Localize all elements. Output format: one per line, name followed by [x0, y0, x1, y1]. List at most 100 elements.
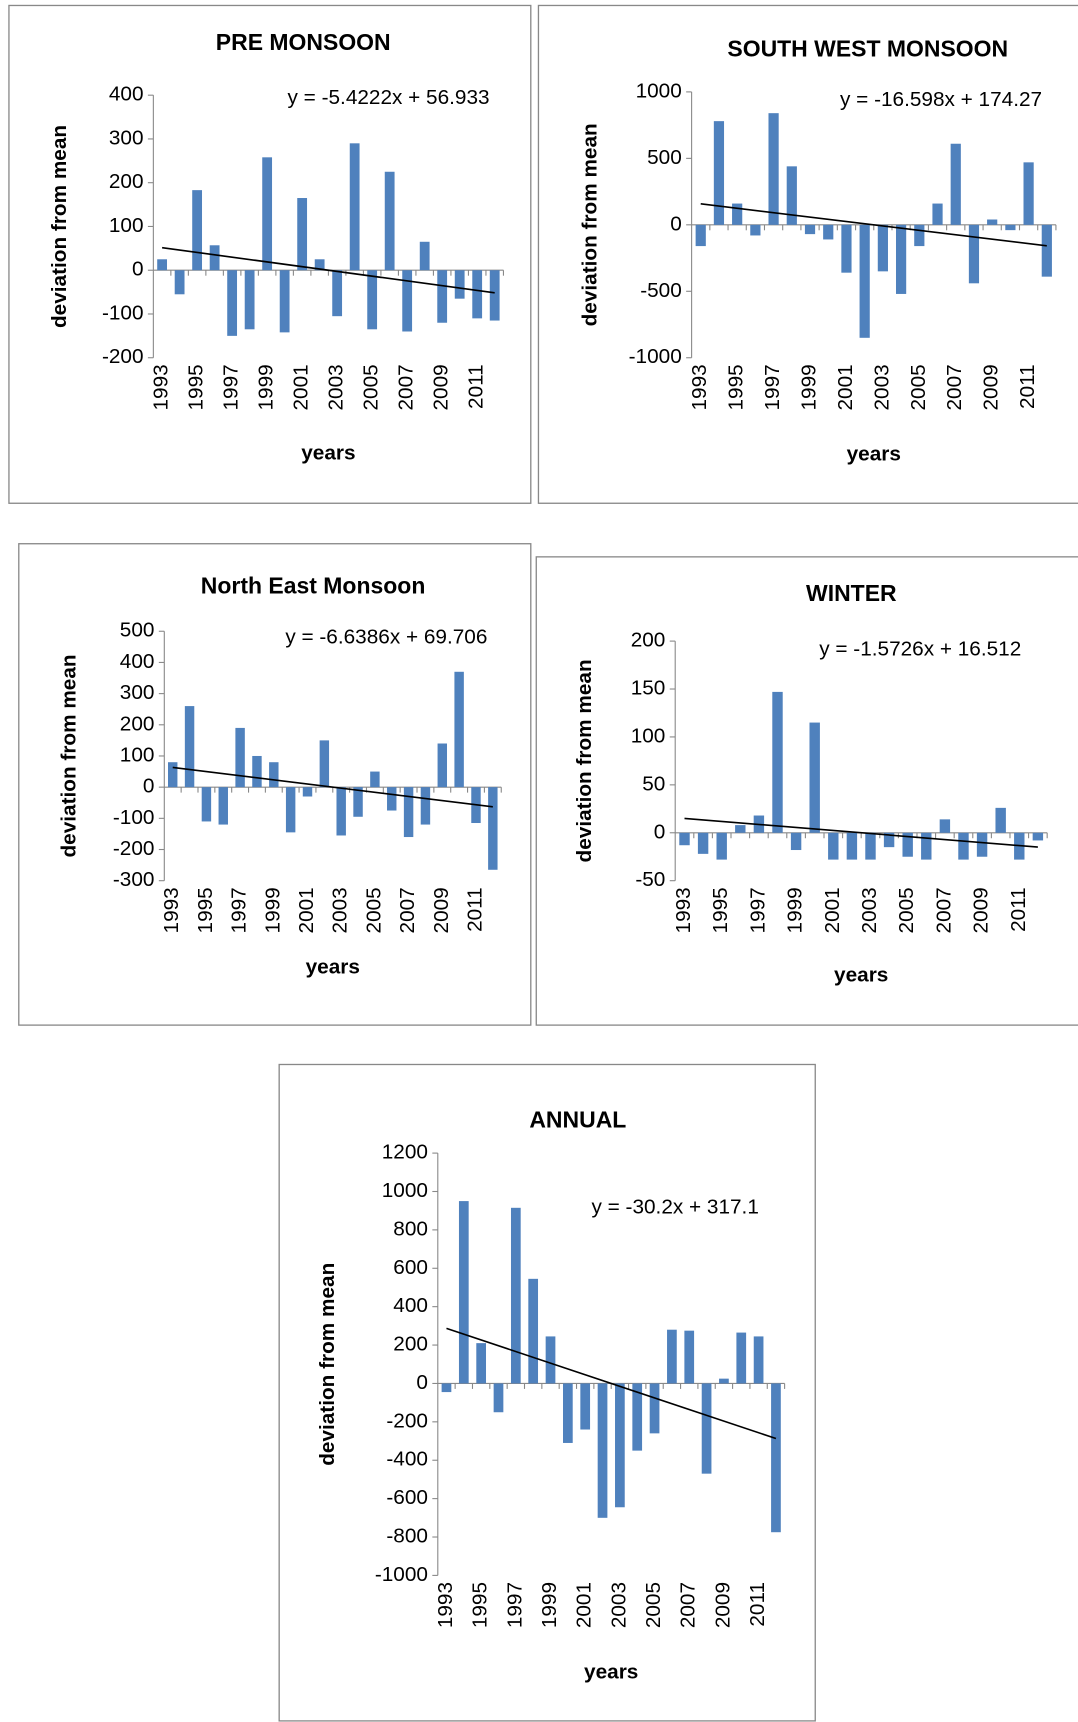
panel-border — [278, 1063, 816, 1722]
y-tick-label: 100 — [120, 743, 155, 766]
y-tick-label: 200 — [393, 1333, 428, 1356]
bar — [168, 762, 178, 788]
bar — [679, 832, 690, 846]
bar — [367, 270, 378, 330]
x-axis-label: years — [584, 1660, 638, 1683]
bar — [736, 1332, 747, 1384]
bar — [488, 787, 498, 870]
bar — [976, 832, 988, 857]
y-tick-label: 100 — [631, 724, 666, 747]
panel-border — [8, 4, 532, 504]
bar — [489, 270, 500, 321]
bar — [314, 259, 325, 271]
bar — [597, 1383, 608, 1518]
y-tick-label: 600 — [393, 1256, 428, 1279]
bar — [841, 224, 852, 273]
y-tick-label: 1000 — [382, 1179, 428, 1202]
bar — [192, 190, 203, 271]
y-tick-label: 0 — [670, 212, 682, 235]
y-axis-label: deviation from mean — [578, 123, 601, 326]
bar — [716, 832, 727, 860]
y-tick-label: -600 — [386, 1486, 428, 1509]
bar — [732, 203, 743, 225]
x-axis-label: years — [301, 442, 355, 465]
y-tick-label: -200 — [113, 837, 155, 860]
bar — [302, 787, 313, 797]
x-tick-label: 1995 — [469, 1582, 492, 1628]
bar — [883, 832, 895, 848]
x-axis-label: years — [834, 963, 888, 986]
x-tick-label: 1995 — [709, 887, 732, 933]
x-tick-label: 1999 — [784, 887, 807, 933]
x-tick-label: 2003 — [329, 887, 352, 933]
y-tick-label: -100 — [102, 301, 144, 324]
trendline — [684, 817, 1038, 848]
bar — [804, 224, 816, 235]
bar — [244, 270, 255, 330]
x-tick-label: 2007 — [943, 364, 966, 410]
bar — [895, 224, 907, 294]
x-tick-label: 2009 — [970, 887, 993, 933]
chart-panel: North East Monsoon deviation from mean yea… — [18, 543, 532, 1026]
bar — [419, 241, 430, 271]
x-tick-label: 2001 — [295, 887, 318, 933]
x-tick-label: 1993 — [160, 887, 183, 933]
chart-title: WINTER — [806, 580, 897, 606]
bar — [701, 1383, 712, 1474]
bar — [828, 832, 839, 860]
bar — [865, 832, 876, 860]
x-tick-label: 2011 — [746, 1582, 769, 1627]
bar — [580, 1383, 591, 1430]
y-tick-label: -400 — [386, 1448, 428, 1471]
bar — [458, 1201, 469, 1384]
y-tick-label: -200 — [102, 345, 144, 368]
bar — [750, 224, 761, 236]
x-tick-label: 1993 — [150, 364, 173, 410]
x-tick-label: 1993 — [434, 1582, 457, 1628]
bar — [697, 832, 709, 854]
bar — [735, 825, 746, 833]
bar — [349, 143, 360, 271]
x-tick-label: 1999 — [255, 364, 278, 410]
y-tick-label: 500 — [647, 146, 682, 169]
chart-title: ANNUAL — [529, 1106, 626, 1132]
chart-panel: WINTER deviation from mean years -50 0 50 100 1… — [535, 556, 1078, 1026]
bar — [332, 270, 343, 317]
bar — [753, 1336, 764, 1384]
y-tick-label: 150 — [631, 677, 666, 700]
x-tick-label: 1997 — [220, 364, 243, 410]
y-tick-label: -100 — [113, 806, 155, 829]
bar — [809, 722, 820, 833]
bar — [667, 1329, 677, 1384]
x-tick-label: 2001 — [290, 364, 313, 410]
bar — [528, 1278, 539, 1384]
x-tick-label: 2011 — [1016, 364, 1039, 409]
x-tick-label: 2007 — [932, 887, 955, 933]
bar — [472, 270, 483, 319]
y-tick-label: 300 — [109, 126, 144, 149]
y-tick-label: 800 — [393, 1217, 428, 1240]
bar — [846, 832, 858, 860]
bar — [859, 224, 870, 338]
bar — [545, 1336, 556, 1384]
x-tick-label: 2007 — [396, 887, 419, 933]
x-tick-label: 2003 — [607, 1582, 630, 1628]
bar — [914, 224, 925, 247]
x-tick-label: 2009 — [980, 364, 1003, 410]
trendline-equation: y = -30.2x + 317.1 — [592, 1195, 759, 1218]
x-tick-label: 2005 — [362, 887, 385, 933]
x-tick-label: 1997 — [761, 364, 784, 410]
bar — [184, 706, 195, 788]
x-tick-label: 1995 — [725, 364, 748, 410]
x-axis-label: years — [306, 956, 360, 979]
y-tick-label: 400 — [120, 650, 155, 673]
bar — [695, 224, 706, 247]
x-tick-label: 1997 — [503, 1582, 526, 1628]
bar — [771, 1383, 781, 1533]
x-tick-label: 1999 — [798, 364, 821, 410]
bar — [877, 224, 888, 272]
y-tick-label: -500 — [640, 279, 682, 302]
y-tick-label: 200 — [631, 629, 666, 652]
y-tick-label: -200 — [386, 1409, 428, 1432]
y-tick-label: -300 — [113, 868, 155, 891]
